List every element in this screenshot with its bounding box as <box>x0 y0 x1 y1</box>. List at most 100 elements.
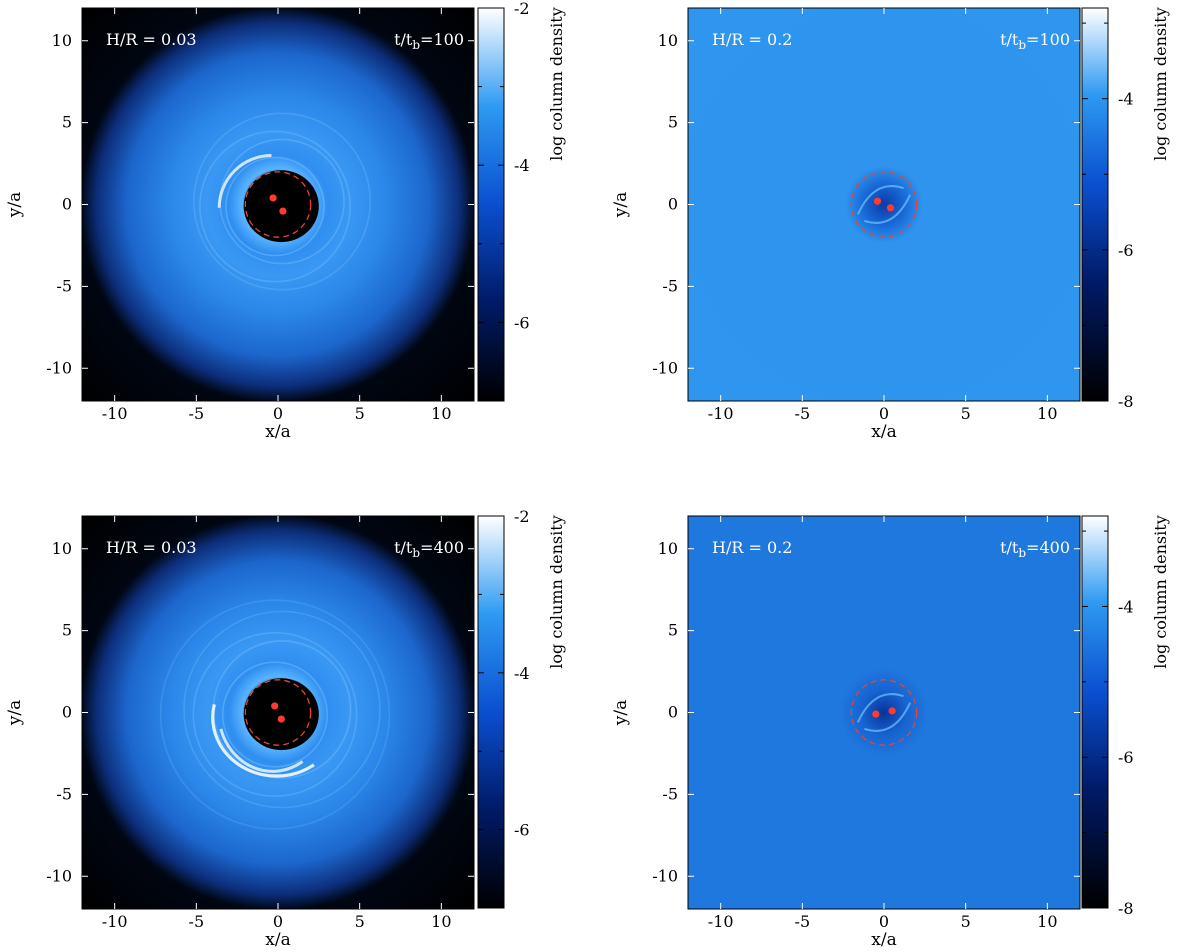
cavity <box>243 170 319 243</box>
binary-star-1 <box>872 710 880 718</box>
density-map <box>82 516 474 909</box>
colorbar-title: log column density <box>1151 7 1170 160</box>
binary-star-2 <box>888 707 896 715</box>
density-ring <box>225 156 325 257</box>
colorbar <box>1081 7 1109 402</box>
density-ring <box>193 112 371 291</box>
density-ring <box>183 610 381 809</box>
time-label: t/tb=400 <box>1000 538 1070 560</box>
y-axis-title: y/a <box>611 700 631 726</box>
y-tick-label: -5 <box>56 276 72 295</box>
accretion-stream <box>219 728 304 773</box>
colorbar-tick-label: -6 <box>514 821 530 840</box>
hr-label: H/R = 0.03 <box>106 30 197 49</box>
y-axis-title: y/a <box>611 192 631 218</box>
y-tick-label: 0 <box>668 703 678 722</box>
accretion-stream <box>211 703 315 778</box>
y-tick-label: -5 <box>662 276 678 295</box>
binary-star-2 <box>277 715 285 723</box>
colorbar-tick-label: -4 <box>514 664 530 683</box>
y-tick-label: -10 <box>46 358 72 377</box>
panels-root: H/R = 0.03 t/tb=100 -10 -5 0 5 10 10 5 0 -5 -10 x/a y… <box>5 0 1170 950</box>
panel-p1: H/R = 0.03 t/tb=100 -10 -5 0 5 10 10 5 0 -5 -10 x/a y… <box>5 0 566 442</box>
colorbar-tick-label: -6 <box>514 313 530 332</box>
y-tick-label: -10 <box>652 358 678 377</box>
cavity <box>243 678 319 751</box>
time-label: t/tb=100 <box>1000 30 1070 52</box>
y-tick-label: 5 <box>668 113 678 132</box>
density-background <box>688 8 1080 401</box>
panel-p3: H/R = 0.03 t/tb=400 -10 -5 0 5 10 10 5 0 -5 -10 x/a y… <box>5 507 566 950</box>
colorbar-tick-label: -2 <box>514 0 530 18</box>
colorbar <box>1081 515 1109 909</box>
y-tick-label: -5 <box>56 784 72 803</box>
cavity-radius-circle <box>850 679 918 746</box>
x-tick-label: 0 <box>273 912 283 931</box>
colorbar-tick-label: -4 <box>1118 597 1134 616</box>
colorbar-tick-label: -4 <box>514 156 530 175</box>
time-label: t/tb=100 <box>394 30 464 52</box>
colorbar-title: log column density <box>547 515 566 668</box>
y-tick-label: 10 <box>658 31 678 50</box>
x-tick-label: 5 <box>355 404 365 423</box>
y-axis-title: y/a <box>5 700 25 726</box>
colorbar-tick-label: -2 <box>514 507 530 526</box>
hr-label: H/R = 0.2 <box>712 538 792 557</box>
panel-p2: H/R = 0.2 t/tb=100 -10 -5 0 5 10 10 5 0 -5 -10 x/a y/… <box>611 7 1170 442</box>
x-tick-label: 5 <box>961 404 971 423</box>
x-axis-title: x/a <box>871 422 896 442</box>
x-tick-label: 10 <box>431 404 451 423</box>
x-tick-label: 5 <box>355 912 365 931</box>
spiral-arm <box>864 194 912 224</box>
y-tick-label: 5 <box>62 621 72 640</box>
x-tick-label: 10 <box>431 912 451 931</box>
binary-star-2 <box>886 204 895 212</box>
density-map <box>688 8 1080 401</box>
x-tick-label: -5 <box>189 404 205 423</box>
x-tick-label: 0 <box>879 404 889 423</box>
y-tick-label: 10 <box>52 31 72 50</box>
x-tick-label: -5 <box>189 912 205 931</box>
density-ring <box>159 599 391 830</box>
colorbar-title: log column density <box>1151 515 1170 668</box>
density-ring <box>192 632 358 797</box>
x-tick-label: -10 <box>708 912 734 931</box>
y-tick-label: -10 <box>46 866 72 885</box>
colorbar-title: log column density <box>547 7 566 160</box>
colorbar-tick-label: -4 <box>1118 90 1134 109</box>
x-tick-label: 0 <box>879 912 889 931</box>
colorbar-tick-label: -6 <box>1118 748 1134 767</box>
x-tick-label: -10 <box>102 912 128 931</box>
y-tick-label: 10 <box>52 539 72 558</box>
x-axis-title: x/a <box>265 930 290 950</box>
density-background <box>688 516 1080 909</box>
binary-star-1 <box>873 197 882 205</box>
binary-star-1 <box>269 194 277 202</box>
x-axis-title: x/a <box>265 422 290 442</box>
x-tick-label: -10 <box>708 404 734 423</box>
colorbar <box>477 515 505 909</box>
colorbar-tick-label: -6 <box>1118 241 1134 260</box>
y-tick-label: 0 <box>668 195 678 214</box>
cavity-radius-circle <box>850 171 918 238</box>
hr-label: H/R = 0.2 <box>712 30 792 49</box>
x-tick-label: -5 <box>795 404 811 423</box>
y-tick-label: 5 <box>62 113 72 132</box>
y-tick-label: -5 <box>662 784 678 803</box>
binary-star-1 <box>271 702 279 710</box>
y-tick-label: -10 <box>652 866 678 885</box>
x-tick-label: -5 <box>795 912 811 931</box>
y-tick-label: 10 <box>658 539 678 558</box>
y-tick-label: 5 <box>668 621 678 640</box>
panel-p4: H/R = 0.2 t/tb=400 -10 -5 0 5 10 10 5 0 -5 -10 x/a y/… <box>611 515 1170 950</box>
x-tick-label: -10 <box>102 404 128 423</box>
spiral-arm <box>864 702 912 732</box>
cavity-radius-circle <box>244 171 312 238</box>
spiral-arm <box>856 693 904 723</box>
y-tick-label: 0 <box>62 195 72 214</box>
x-tick-label: 10 <box>1037 912 1057 931</box>
x-tick-label: 0 <box>273 404 283 423</box>
colorbar-tick-label: -8 <box>1118 899 1134 918</box>
time-label: t/tb=400 <box>394 538 464 560</box>
